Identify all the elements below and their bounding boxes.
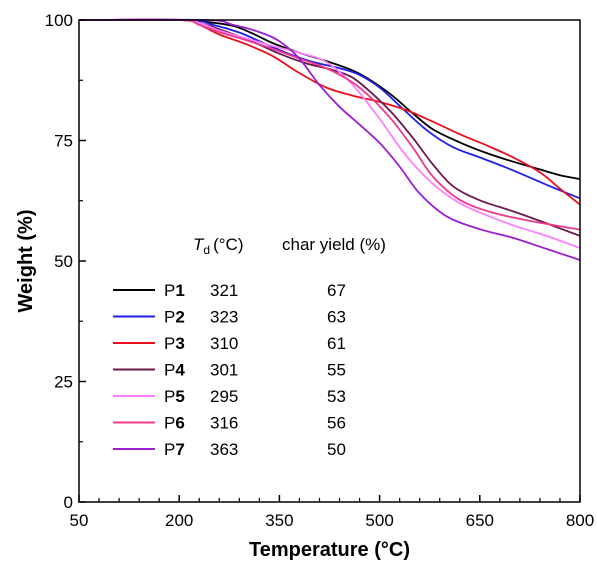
series-line-p6 <box>78 18 581 231</box>
legend-char-yield-p1: 67 <box>327 281 346 300</box>
legend-char-yield-p6: 56 <box>327 414 346 433</box>
legend-name-p4: P4 <box>164 361 185 380</box>
x-axis-title: Temperature (°C) <box>249 539 410 561</box>
legend-char-yield-p3: 61 <box>327 334 346 353</box>
legend-name-p2: P2 <box>164 308 185 327</box>
y-tick-label: 50 <box>54 252 73 271</box>
series-line-p1 <box>78 18 581 180</box>
legend-name-p5: P5 <box>164 387 185 406</box>
x-tick-label: 50 <box>70 511 89 530</box>
legend-char-yield-p7: 50 <box>327 440 346 459</box>
x-tick-label: 350 <box>265 511 293 530</box>
legend-td-p4: 301 <box>210 361 238 380</box>
x-tick-label: 500 <box>365 511 393 530</box>
legend: Td (°C) char yield (%) P1 321 67 P2 323 63 P3 31… <box>113 235 386 459</box>
legend-td-p5: 295 <box>210 387 238 406</box>
x-tick-label: 800 <box>566 511 594 530</box>
legend-td-p6: 316 <box>210 414 238 433</box>
legend-name-p1: P1 <box>164 281 185 300</box>
y-tick-label: 75 <box>54 132 73 151</box>
x-tick-label: 650 <box>466 511 494 530</box>
legend-td-p1: 321 <box>210 281 238 300</box>
y-tick-label: 0 <box>64 493 73 512</box>
curves <box>78 18 581 261</box>
series-line-p2 <box>78 18 581 200</box>
legend-td-p7: 363 <box>210 440 238 459</box>
legend-td-p3: 310 <box>210 334 238 353</box>
y-axis-title: Weight (%) <box>15 210 37 313</box>
legend-header-td: Td (°C) <box>193 235 243 257</box>
legend-name-p3: P3 <box>164 334 185 353</box>
series-line-p3 <box>78 18 581 206</box>
legend-td-p2: 323 <box>210 308 238 327</box>
ticks: 50 200 350 500 650 800 0 25 50 75 100 <box>45 11 595 530</box>
x-tick-label: 200 <box>165 511 193 530</box>
series-line-p4 <box>78 18 581 237</box>
legend-header-char-yield: char yield (%) <box>282 235 386 254</box>
legend-name-p7: P7 <box>164 440 185 459</box>
series-line-p7 <box>78 18 581 261</box>
legend-char-yield-p5: 53 <box>327 387 346 406</box>
series-line-p5 <box>78 18 581 249</box>
y-tick-label: 100 <box>45 11 73 30</box>
y-tick-label: 25 <box>54 373 73 392</box>
legend-name-p6: P6 <box>164 414 185 433</box>
legend-char-yield-p4: 55 <box>327 361 346 380</box>
legend-char-yield-p2: 63 <box>327 308 346 327</box>
